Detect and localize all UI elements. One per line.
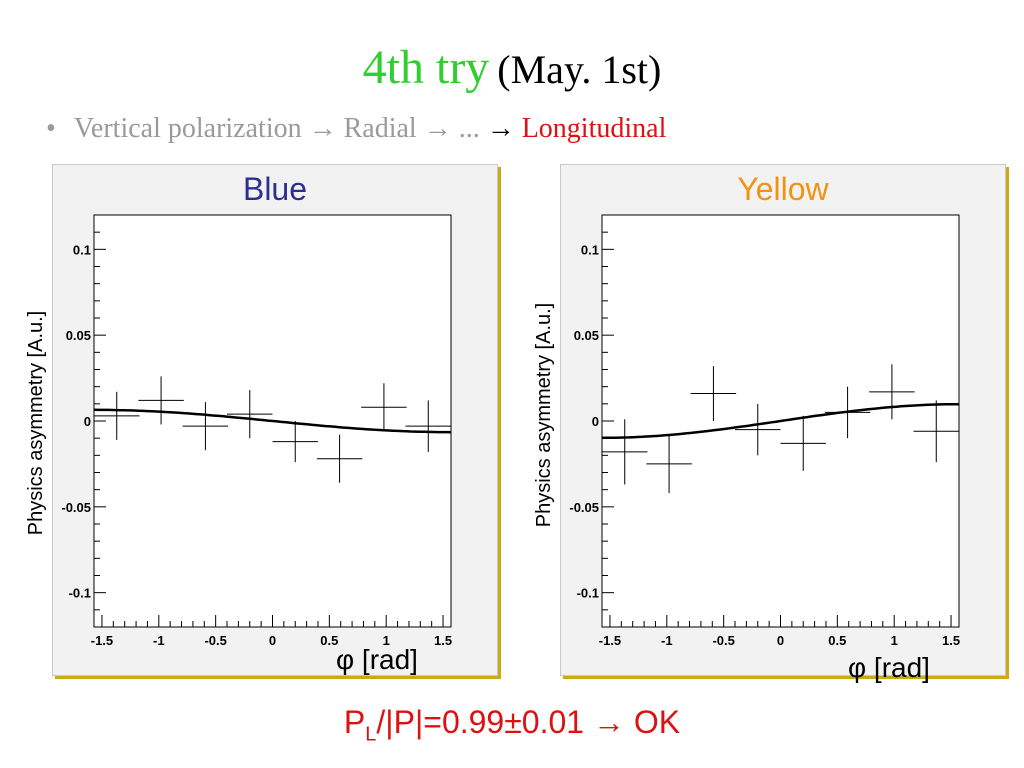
result-p: P (343, 704, 366, 740)
x-axis-label-blue: φ [rad] (336, 644, 418, 675)
y-tick-label-blue: 0 (84, 414, 91, 429)
y-tick-label-yellow: -0.05 (569, 500, 599, 515)
arrow-right-icon: → (592, 704, 625, 740)
x-tick-label-blue: 1.5 (434, 633, 452, 648)
arrow-right-icon: → (308, 113, 337, 144)
y-tick-label-yellow: 0 (592, 414, 599, 429)
fit-curve-yellow (602, 402, 959, 440)
x-axis-label-yellow: φ [rad] (848, 652, 930, 683)
x-tick-label-blue: -1.5 (91, 633, 113, 648)
y-tick-label-blue: -0.1 (69, 586, 91, 601)
fit-curve-blue (93, 408, 452, 434)
bullet-marker: • (46, 113, 56, 144)
x-tick-label-blue: 0 (269, 633, 276, 648)
bullet-vertical: Vertical polarization (73, 113, 302, 144)
y-tick-label-yellow: 0.1 (581, 242, 599, 257)
chart-title-blue: Blue (242, 171, 308, 207)
x-tick-label-yellow: 1 (891, 633, 898, 648)
y-tick-label-blue: 0.1 (73, 242, 91, 257)
arrow-right-icon: → (486, 113, 515, 144)
x-tick-label-blue: -1 (153, 633, 165, 648)
slide-title: 4th try (May. 1st) (0, 38, 1024, 100)
x-tick-label-yellow: -1.5 (599, 633, 621, 648)
result-sub: L (365, 723, 377, 746)
y-tick-label-blue: 0.05 (66, 328, 91, 343)
bullet-line: • Vertical polarization → Radial → ... → … (46, 111, 666, 147)
y-tick-label-blue: -0.05 (61, 500, 91, 515)
x-tick-label-blue: 0.5 (320, 633, 338, 648)
x-tick-label-yellow: 0 (777, 633, 784, 648)
x-tick-label-yellow: 0.5 (828, 633, 846, 648)
y-tick-label-yellow: -0.1 (577, 586, 599, 601)
title-date: (May. 1st) (497, 47, 662, 92)
x-tick-label-blue: -0.5 (204, 633, 226, 648)
chart-title-yellow: Yellow (737, 171, 829, 207)
x-tick-label-yellow: -0.5 (712, 633, 734, 648)
x-tick-label-yellow: -1 (661, 633, 673, 648)
x-tick-label-blue: 1 (383, 633, 390, 648)
x-tick-label-yellow: 1.5 (942, 633, 960, 648)
result-value: /|P|=0.99±0.01 (376, 704, 585, 740)
bullet-ellipsis: ... (458, 113, 480, 144)
result-line: PL/|P|=0.99±0.01 → OK (0, 700, 1024, 756)
result-ok: OK (633, 704, 681, 740)
arrow-right-icon: → (423, 113, 452, 144)
title-try: 4th try (362, 41, 490, 94)
bullet-longitudinal: Longitudinal (521, 113, 667, 144)
bullet-radial: Radial (343, 113, 417, 144)
y-tick-label-yellow: 0.05 (574, 328, 599, 343)
